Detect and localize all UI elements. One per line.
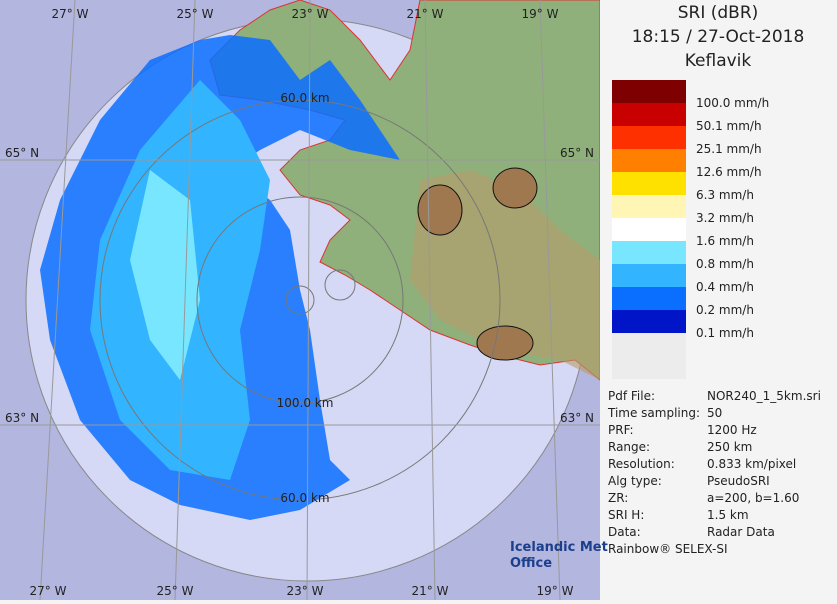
legend-swatch — [612, 287, 686, 310]
info-value: 50 — [707, 406, 722, 420]
ring-label: 60.0 km — [280, 491, 329, 505]
info-key: Pdf File: — [608, 389, 655, 403]
legend-label: 0.4 mm/h — [696, 280, 754, 294]
timestamp: 18:15 / 27-Oct-2018 — [632, 27, 805, 47]
lon-label: 19° W — [522, 7, 559, 21]
legend-swatch — [612, 218, 686, 241]
footer: Rainbow® SELEX-SI — [608, 542, 728, 556]
info-key: Data: — [608, 525, 641, 539]
lon-label: 21° W — [407, 7, 444, 21]
legend-label: 50.1 mm/h — [696, 119, 762, 133]
range-rings — [99, 99, 501, 501]
info-value: a=200, b=1.60 — [707, 491, 799, 505]
legend-label: 0.2 mm/h — [696, 303, 754, 317]
glacier — [476, 325, 534, 361]
legend-label: 3.2 mm/h — [696, 211, 754, 225]
lon-label: 27° W — [30, 584, 67, 598]
info-value: NOR240_1_5km.sri — [707, 389, 821, 403]
info-value: 1.5 km — [707, 508, 749, 522]
legend-swatch — [612, 126, 686, 149]
legend-swatch — [612, 149, 686, 172]
graticule — [0, 0, 600, 601]
legend-swatch — [612, 264, 686, 287]
lon-label: 19° W — [537, 584, 574, 598]
legend-label: 6.3 mm/h — [696, 188, 754, 202]
legend-swatch — [612, 172, 686, 195]
logo-text: Office — [510, 556, 552, 571]
lat-label: 63° N — [5, 411, 39, 425]
lon-label: 23° W — [287, 584, 324, 598]
precipitation — [130, 170, 200, 380]
legend-label: 12.6 mm/h — [696, 165, 762, 179]
legend-swatch — [612, 310, 686, 333]
title: SRI (dBR) — [678, 3, 759, 23]
info-value: 250 km — [707, 440, 752, 454]
info-key: ZR: — [608, 491, 628, 505]
info-value: 0.833 km/pixel — [707, 457, 796, 471]
lat-label: 63° N — [560, 411, 594, 425]
info-key: Alg type: — [608, 474, 662, 488]
lon-label: 23° W — [292, 7, 329, 21]
ring-label: 60.0 km — [280, 91, 329, 105]
info-key: Time sampling: — [607, 406, 700, 420]
lon-label: 25° W — [177, 7, 214, 21]
info-key: PRF: — [608, 423, 634, 437]
legend-label: 0.8 mm/h — [696, 257, 754, 271]
logo-text: Icelandic Met — [510, 540, 608, 555]
site: Keflavik — [685, 51, 752, 71]
lat-label: 65° N — [560, 146, 594, 160]
lon-label: 27° W — [52, 7, 89, 21]
ring-label: 100.0 km — [277, 396, 334, 410]
glacier — [417, 184, 463, 236]
legend-swatch — [612, 80, 686, 103]
info-value: Radar Data — [707, 525, 775, 539]
info-key: SRI H: — [608, 508, 644, 522]
legend-swatch-none — [612, 333, 686, 379]
legend-label: 25.1 mm/h — [696, 142, 762, 156]
legend-swatch — [612, 195, 686, 218]
lon-label: 25° W — [157, 584, 194, 598]
legend-label: 0.1 mm/h — [696, 326, 754, 340]
legend-label: 100.0 mm/h — [696, 96, 769, 110]
info-value: 1200 Hz — [707, 423, 757, 437]
lon-label: 21° W — [412, 584, 449, 598]
legend-swatch — [612, 241, 686, 264]
lat-label: 65° N — [5, 146, 39, 160]
info-key: Resolution: — [608, 457, 675, 471]
legend-swatch — [612, 103, 686, 126]
info-key: Range: — [608, 440, 650, 454]
info-value: PseudoSRI — [707, 474, 770, 488]
glacier — [492, 167, 538, 209]
legend-label: 1.6 mm/h — [696, 234, 754, 248]
